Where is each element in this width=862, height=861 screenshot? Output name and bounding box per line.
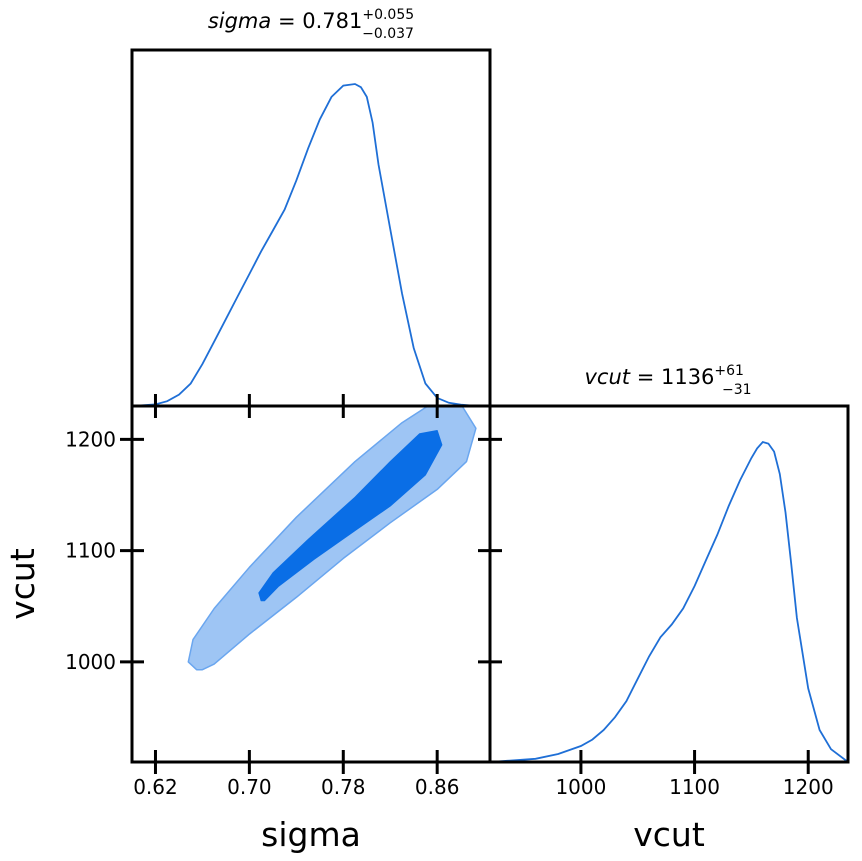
joint-xtick-label: 0.86 — [415, 775, 460, 799]
vcut-xlabel: vcut — [633, 815, 705, 854]
joint-panel: 0.62 0.70 0.78 0.86 1000 1100 1200 sigma vcut — [3, 404, 502, 854]
marginal-vcut-panel: 1000 1100 1200 vcut vcut = 1136+61 −31 — [488, 363, 850, 854]
marginal-vcut-curve — [489, 440, 849, 763]
joint-xlabel: sigma — [261, 815, 361, 854]
marginal-sigma-panel: sigma = 0.781+0.055 −0.037 — [130, 7, 492, 408]
joint-xtick-label: 0.78 — [321, 775, 366, 799]
joint-xtick-label: 0.62 — [133, 775, 178, 799]
joint-ytick-label: 1200 — [65, 427, 116, 451]
joint-xtick-label: 0.70 — [227, 775, 272, 799]
contour-inner-level — [258, 430, 443, 602]
marginal-vcut-frame — [488, 404, 850, 764]
marginal-sigma-frame — [130, 48, 492, 408]
vcut-xtick-label: 1200 — [783, 775, 834, 799]
joint-ylabel: vcut — [3, 548, 42, 620]
marginal-sigma-curve — [131, 83, 491, 407]
vcut-xtick-label: 1000 — [555, 775, 606, 799]
joint-ytick-label: 1000 — [65, 650, 116, 674]
vcut-xtick-label: 1100 — [669, 775, 720, 799]
marginal-vcut-title: vcut = 1136+61 −31 — [584, 363, 751, 398]
joint-ytick-label: 1100 — [65, 539, 116, 563]
marginal-sigma-title: sigma = 0.781+0.055 −0.037 — [208, 7, 414, 42]
